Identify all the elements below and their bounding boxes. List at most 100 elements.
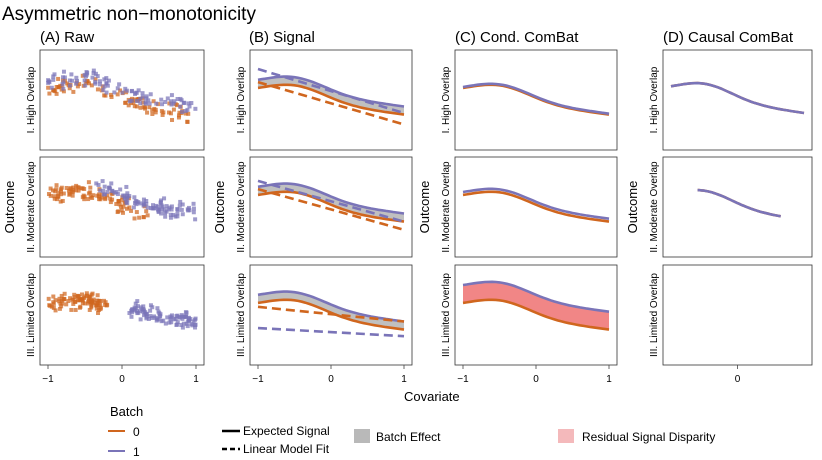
scatter-point-batch1	[125, 193, 130, 198]
scatter-point-batch0	[62, 291, 67, 296]
scatter-point-batch0	[94, 303, 99, 308]
facet-row-label: I. High Overlap	[441, 66, 452, 133]
scatter-point-batch1	[106, 78, 111, 83]
scatter-point-batch0	[108, 200, 113, 205]
scatter-point-batch0	[95, 87, 100, 92]
x-tick-label: −1	[42, 374, 54, 385]
scatter-point-batch0	[53, 298, 58, 303]
scatter-point-batch1	[102, 77, 107, 82]
scatter-point-batch0	[52, 196, 57, 201]
scatter-point-batch0	[74, 188, 79, 193]
scatter-point-batch0	[141, 100, 146, 105]
scatter-point-batch1	[91, 71, 96, 76]
scatter-point-batch1	[193, 325, 198, 330]
scatter-point-batch1	[118, 187, 123, 192]
scatter-point-batch1	[184, 310, 189, 315]
scatter-point-batch1	[178, 199, 183, 204]
scatter-point-batch1	[172, 99, 177, 104]
scatter-point-batch1	[165, 315, 170, 320]
scatter-point-batch1	[112, 90, 117, 95]
scatter-point-batch1	[160, 102, 165, 107]
scatter-point-batch0	[86, 81, 91, 86]
facet-row-label: I. High Overlap	[649, 66, 660, 133]
scatter-point-batch0	[70, 193, 75, 198]
scatter-point-batch1	[148, 308, 153, 313]
legend-batch-effect-label: Batch Effect	[376, 430, 441, 444]
scatter-point-batch1	[61, 69, 66, 74]
scatter-point-batch1	[95, 74, 100, 79]
scatter-point-batch1	[151, 203, 156, 208]
scatter-point-batch0	[86, 180, 91, 185]
scatter-point-batch0	[46, 296, 51, 301]
y-axis-label: Outcome	[417, 181, 432, 234]
scatter-point-batch1	[153, 315, 158, 320]
scatter-point-batch1	[132, 308, 137, 313]
scatter-point-batch0	[177, 113, 182, 118]
scatter-point-batch1	[162, 207, 167, 212]
legend-expected-signal-label: Expected Signal	[243, 424, 330, 438]
scatter-point-batch0	[68, 186, 73, 191]
scatter-point-batch1	[94, 181, 99, 186]
scatter-point-batch0	[57, 296, 62, 301]
scatter-point-batch1	[179, 322, 184, 327]
scatter-point-batch1	[147, 101, 152, 106]
x-tick-label: −1	[252, 374, 264, 385]
scatter-point-batch0	[137, 215, 142, 220]
scatter-point-batch0	[82, 197, 87, 202]
facet-2-2: III. Limited Overlap	[441, 264, 618, 366]
facet-frame	[249, 156, 413, 258]
expected-signal-batch0	[257, 83, 405, 116]
scatter-point-batch0	[69, 189, 74, 194]
scatter-point-batch0	[141, 215, 146, 220]
scatter-point-batch1	[180, 109, 185, 114]
scatter-point-batch1	[157, 314, 162, 319]
scatter-point-batch1	[186, 315, 191, 320]
legend-residual-label: Residual Signal Disparity	[582, 430, 715, 444]
column-title-raw: (A) Raw	[40, 29, 94, 46]
scatter-point-batch1	[114, 190, 119, 195]
scatter-point-batch0	[129, 208, 134, 213]
scatter-point-batch0	[54, 183, 59, 188]
facet-row-label: II. Moderate Overlap	[649, 161, 660, 253]
facet-row-label: II. Moderate Overlap	[26, 161, 37, 253]
scatter-point-batch0	[96, 303, 101, 308]
scatter-point-batch0	[183, 111, 188, 116]
expected-signal-batch1	[257, 182, 405, 215]
facet-2-1: II. Moderate Overlap	[441, 156, 618, 258]
cond-combat-batch0	[462, 298, 610, 331]
x-tick-label: 0	[533, 374, 539, 385]
scatter-point-batch1	[102, 84, 107, 89]
scatter-point-batch0	[83, 294, 88, 299]
scatter-point-batch0	[80, 292, 85, 297]
scatter-point-batch0	[57, 306, 62, 311]
scatter-point-batch0	[71, 297, 76, 302]
scatter-point-batch0	[51, 88, 56, 93]
x-tick-label: 0	[735, 374, 741, 385]
scatter-point-batch1	[122, 193, 127, 198]
scatter-point-batch0	[77, 305, 82, 310]
y-axis-label: Outcome	[2, 181, 17, 234]
scatter-point-batch1	[159, 319, 164, 324]
scatter-point-batch1	[82, 78, 87, 83]
scatter-point-batch1	[136, 310, 141, 315]
scatter-point-batch1	[123, 196, 128, 201]
scatter-point-batch1	[144, 94, 149, 99]
facet-row-label: II. Moderate Overlap	[441, 161, 452, 253]
facet-frame	[454, 156, 618, 258]
scatter-point-batch0	[152, 106, 157, 111]
scatter-point-batch0	[58, 189, 63, 194]
scatter-point-batch1	[133, 199, 138, 204]
scatter-point-batch1	[169, 207, 174, 212]
scatter-point-batch1	[169, 93, 174, 98]
scatter-point-batch0	[81, 193, 86, 198]
scatter-point-batch1	[138, 317, 143, 322]
scatter-point-batch1	[138, 96, 143, 101]
scatter-point-batch1	[152, 206, 157, 211]
facet-2-0: I. High Overlap	[441, 49, 618, 151]
scatter-point-batch0	[95, 301, 100, 306]
scatter-point-batch1	[134, 202, 139, 207]
scatter-point-batch0	[176, 115, 181, 120]
cond-combat-batch1	[462, 280, 610, 313]
facet-1-2: III. Limited Overlap	[236, 264, 413, 366]
scatter-point-batch0	[132, 104, 137, 109]
